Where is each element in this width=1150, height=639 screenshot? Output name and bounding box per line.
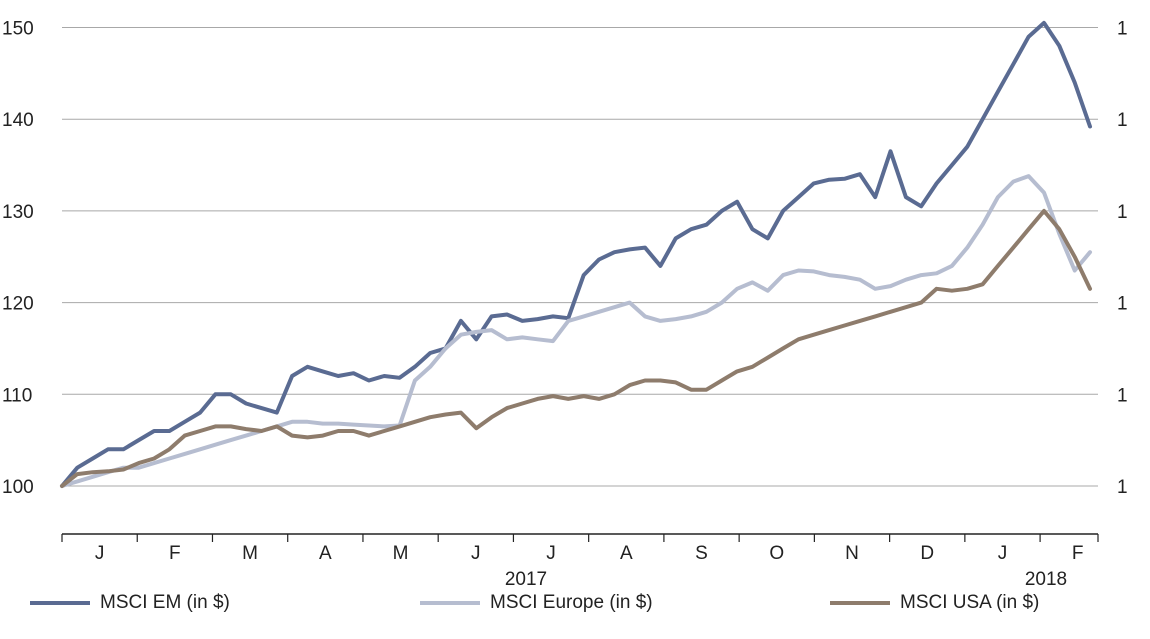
month-label: A [319, 543, 332, 564]
line-chart: 100 110 120 130 140 150 1 1 1 1 1 1 J F M A M J J A S O N D J F… [2, 19, 1128, 591]
right-tick-label: 1 [1117, 385, 1128, 406]
month-label: S [695, 543, 708, 564]
month-label: F [1072, 543, 1084, 564]
legend-label-msci-europe: MSCI Europe (in $) [490, 592, 653, 613]
month-label: D [920, 543, 934, 564]
month-label: M [393, 543, 409, 564]
month-label: F [169, 543, 181, 564]
legend-label-msci-usa: MSCI USA (in $) [900, 592, 1040, 613]
right-tick-label: 1 [1117, 19, 1128, 40]
right-tick-label: 1 [1117, 202, 1128, 223]
legend-swatch-msci-usa [830, 601, 890, 605]
legend-swatch-msci-em [30, 601, 90, 605]
year-label: 2017 [505, 569, 547, 590]
left-tick-label: 110 [2, 385, 32, 406]
left-axis: 100 110 120 130 140 150 [2, 19, 34, 499]
month-label: J [95, 543, 105, 564]
series-line-0 [60, 20, 1092, 488]
left-tick-label: 120 [2, 294, 34, 315]
month-label: O [769, 543, 784, 564]
month-label: J [471, 543, 481, 564]
month-label: J [998, 543, 1008, 564]
month-label: M [242, 543, 258, 564]
right-tick-label: 1 [1117, 110, 1128, 131]
month-label: N [845, 543, 859, 564]
legend-label-msci-em: MSCI EM (in $) [100, 592, 230, 613]
gridlines [62, 27, 1098, 487]
left-tick-label: 100 [2, 477, 34, 498]
left-tick-label: 140 [2, 110, 34, 131]
legend-item-msci-usa: MSCI USA (in $) [830, 592, 1039, 614]
legend-item-msci-europe: MSCI Europe (in $) [420, 592, 653, 614]
left-tick-label: 130 [2, 202, 34, 223]
left-tick-label: 150 [2, 19, 34, 40]
legend-item-msci-em: MSCI EM (in $) [30, 592, 230, 614]
legend-swatch-msci-europe [420, 601, 480, 605]
year-label: 2018 [1025, 569, 1067, 590]
x-axis: J F M A M J J A S O N D J F 2017 2018 [61, 533, 1099, 590]
right-axis: 1 1 1 1 1 1 [1117, 19, 1128, 499]
series-line-1 [60, 174, 1092, 488]
month-label: J [546, 543, 556, 564]
right-tick-label: 1 [1117, 477, 1128, 498]
right-tick-label: 1 [1117, 294, 1128, 315]
series-line-2 [60, 208, 1092, 488]
series-lines [60, 20, 1092, 488]
legend: MSCI EM (in $) MSCI Europe (in $) MSCI U… [0, 592, 1150, 622]
month-label: A [620, 543, 633, 564]
